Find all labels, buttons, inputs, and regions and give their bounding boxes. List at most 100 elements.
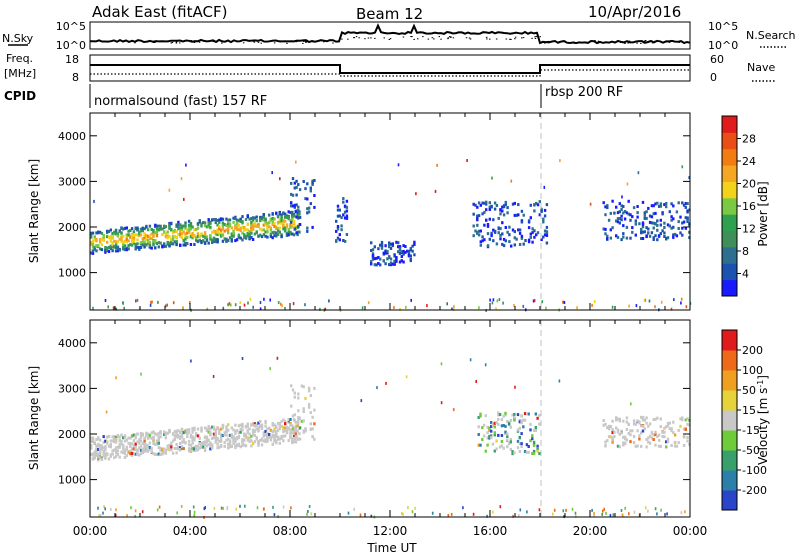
velocity-cell bbox=[602, 423, 605, 427]
power-cell bbox=[289, 218, 292, 222]
velocity-cell bbox=[122, 436, 125, 440]
velocity-cell bbox=[104, 439, 107, 443]
velocity-cell bbox=[493, 433, 496, 437]
power-cell bbox=[109, 239, 112, 243]
velocity-noise-cell bbox=[680, 511, 683, 515]
power-cell bbox=[173, 235, 176, 238]
velocity-cell bbox=[161, 450, 164, 454]
velocity-cell bbox=[91, 452, 95, 456]
power-cell bbox=[166, 242, 169, 246]
colorbar-swatch bbox=[722, 181, 737, 199]
y-tick-label: 4000 bbox=[58, 337, 86, 350]
power-cell bbox=[154, 240, 157, 244]
power-cell bbox=[622, 211, 625, 215]
power-cell bbox=[116, 249, 120, 253]
velocity-cell bbox=[606, 426, 609, 430]
power-cell bbox=[175, 243, 178, 246]
velocity-cell bbox=[207, 443, 210, 447]
power-cell bbox=[218, 218, 221, 222]
velocity-cell bbox=[668, 427, 671, 431]
velocity-cell bbox=[490, 436, 493, 440]
velocity-cell bbox=[148, 446, 152, 449]
power-noise-cell bbox=[92, 306, 94, 310]
velocity-cell bbox=[509, 447, 512, 451]
power-cell bbox=[400, 255, 403, 258]
velocity-cell bbox=[225, 430, 228, 434]
power-cell bbox=[338, 233, 341, 237]
power-cell bbox=[207, 225, 210, 229]
power-cell bbox=[230, 226, 233, 230]
velocity-cell bbox=[289, 428, 292, 432]
beam-title: Beam 12 bbox=[356, 5, 423, 23]
power-noise-cell bbox=[491, 176, 493, 180]
power-cell bbox=[179, 230, 182, 234]
power-cell bbox=[278, 230, 281, 234]
power-cell bbox=[543, 208, 547, 212]
power-cell bbox=[107, 235, 111, 239]
velocity-cell bbox=[622, 435, 625, 439]
velocity-cell bbox=[212, 432, 216, 436]
power-cell bbox=[481, 201, 484, 205]
power-cell bbox=[292, 221, 296, 225]
velocity-cell bbox=[175, 451, 178, 455]
velocity-cell bbox=[645, 421, 648, 425]
power-cell bbox=[506, 211, 509, 215]
velocity-cell bbox=[212, 436, 216, 439]
velocity-cell bbox=[632, 441, 636, 445]
velocity-cell bbox=[266, 427, 269, 431]
power-cell bbox=[179, 228, 182, 232]
nsearch-point bbox=[323, 41, 325, 43]
velocity-cell bbox=[148, 441, 152, 445]
power-cell bbox=[177, 224, 180, 227]
power-noise-cell bbox=[234, 303, 237, 307]
velocity-cell bbox=[641, 424, 645, 428]
velocity-cell bbox=[159, 435, 162, 439]
velocity-cell bbox=[643, 418, 646, 422]
velocity-cell bbox=[195, 432, 198, 436]
velocity-cell bbox=[116, 445, 120, 449]
power-noise-cell bbox=[681, 165, 684, 169]
velocity-cell bbox=[170, 445, 173, 449]
power-cell bbox=[127, 239, 130, 243]
power-cell bbox=[95, 239, 98, 243]
velocity-cell bbox=[219, 433, 223, 437]
power-cell bbox=[497, 216, 500, 220]
velocity-noise-cell bbox=[558, 379, 561, 383]
velocity-cell bbox=[97, 448, 100, 451]
velocity-cell bbox=[666, 422, 670, 425]
velocity-cell bbox=[682, 427, 686, 431]
velocity-cell bbox=[184, 430, 187, 434]
velocity-cell bbox=[497, 413, 500, 417]
power-cell bbox=[214, 221, 217, 225]
power-cell bbox=[373, 257, 376, 261]
power-cell bbox=[492, 239, 495, 243]
velocity-cell bbox=[615, 418, 618, 422]
power-cell bbox=[134, 242, 137, 246]
power-cell bbox=[280, 221, 283, 225]
velocity-cell bbox=[91, 457, 95, 461]
power-cell bbox=[682, 220, 686, 224]
power-cell bbox=[389, 261, 393, 265]
velocity-cell bbox=[150, 450, 153, 454]
velocity-cell bbox=[193, 426, 196, 430]
power-cell bbox=[641, 237, 645, 240]
velocity-cell bbox=[214, 436, 217, 440]
velocity-cell bbox=[118, 455, 121, 459]
velocity-cell bbox=[219, 444, 223, 448]
velocity-cell bbox=[257, 443, 260, 447]
power-cell bbox=[297, 183, 300, 187]
velocity-cell bbox=[284, 426, 287, 430]
power-cell bbox=[275, 225, 278, 229]
frequency-strip: Freq. [MHz] 18 8 60 0 Nave bbox=[4, 52, 776, 84]
velocity-cell bbox=[189, 447, 193, 451]
velocity-cell bbox=[529, 422, 532, 426]
velocity-cell bbox=[627, 422, 630, 426]
power-cell bbox=[654, 234, 657, 238]
velocity-cell bbox=[665, 440, 668, 444]
power-cell bbox=[90, 242, 93, 246]
velocity-cell bbox=[113, 440, 116, 444]
power-cell bbox=[143, 227, 146, 231]
velocity-cell bbox=[259, 420, 262, 423]
velocity-cell bbox=[495, 447, 498, 451]
